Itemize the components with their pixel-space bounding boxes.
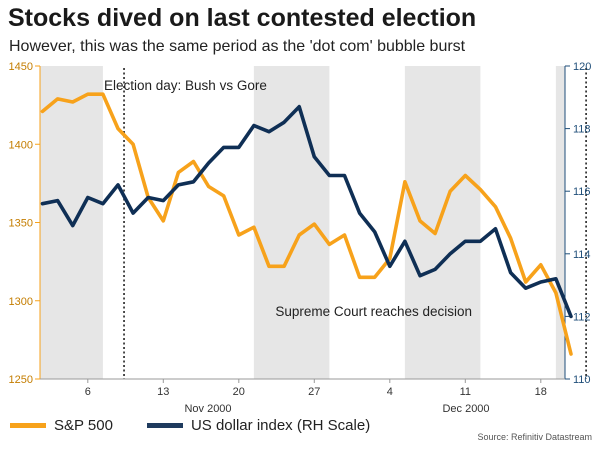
left-tick-label: 1400 <box>9 139 33 151</box>
shaded-band <box>253 66 330 379</box>
x-tick-label: 4 <box>387 386 393 398</box>
shaded-band <box>404 66 481 379</box>
right-tick-label: 116 <box>573 186 591 198</box>
legend-swatch-sp500 <box>10 422 46 428</box>
x-tick-label: 11 <box>460 386 471 398</box>
shaded-band <box>555 66 565 379</box>
x-tick-label: 13 <box>157 386 169 398</box>
legend-swatch-usd <box>146 422 183 428</box>
right-tick-label: 120 <box>573 61 591 73</box>
right-tick-label: 110 <box>573 374 591 386</box>
x-tick-label: 27 <box>308 386 320 398</box>
shaded-bands <box>40 66 565 379</box>
right-tick-label: 112 <box>573 311 591 323</box>
series-lines <box>40 92 573 356</box>
left-tick-label: 1350 <box>9 218 33 230</box>
sp500-line <box>40 92 573 356</box>
legend-label-usd: US dollar index (RH Scale) <box>190 416 371 434</box>
legend: S&P 500 US dollar index (RH Scale) <box>10 413 404 437</box>
legend-label-sp500: S&P 500 <box>54 416 113 434</box>
legend-item-usd: US dollar index (RH Scale) <box>146 416 371 434</box>
left-tick-label: 1250 <box>9 374 33 386</box>
left-tick-label: 1300 <box>9 296 33 308</box>
right-tick-label: 114 <box>573 249 591 261</box>
month-label: Dec 2000 <box>442 403 489 415</box>
month-label: Nov 2000 <box>184 403 231 415</box>
annotations: Election day: Bush vs Gore Supreme Court … <box>104 68 587 379</box>
left-tick-label: 1450 <box>9 61 33 73</box>
annotation-label: Supreme Court reaches decision <box>275 304 472 319</box>
x-tick-label: 6 <box>85 386 91 398</box>
usd-index-line <box>40 104 573 319</box>
x-tick-label: 20 <box>233 386 245 398</box>
chart-title: Stocks dived on last contested election <box>8 4 477 32</box>
source-note: Source: Refinitiv Datastream <box>477 432 592 442</box>
x-tick-label: 18 <box>535 386 547 398</box>
annotation-label: Election day: Bush vs Gore <box>104 78 267 93</box>
chart-subtitle: However, this was the same period as the… <box>9 38 466 55</box>
legend-item-sp500: S&P 500 <box>10 417 113 434</box>
right-tick-label: 118 <box>573 124 591 136</box>
